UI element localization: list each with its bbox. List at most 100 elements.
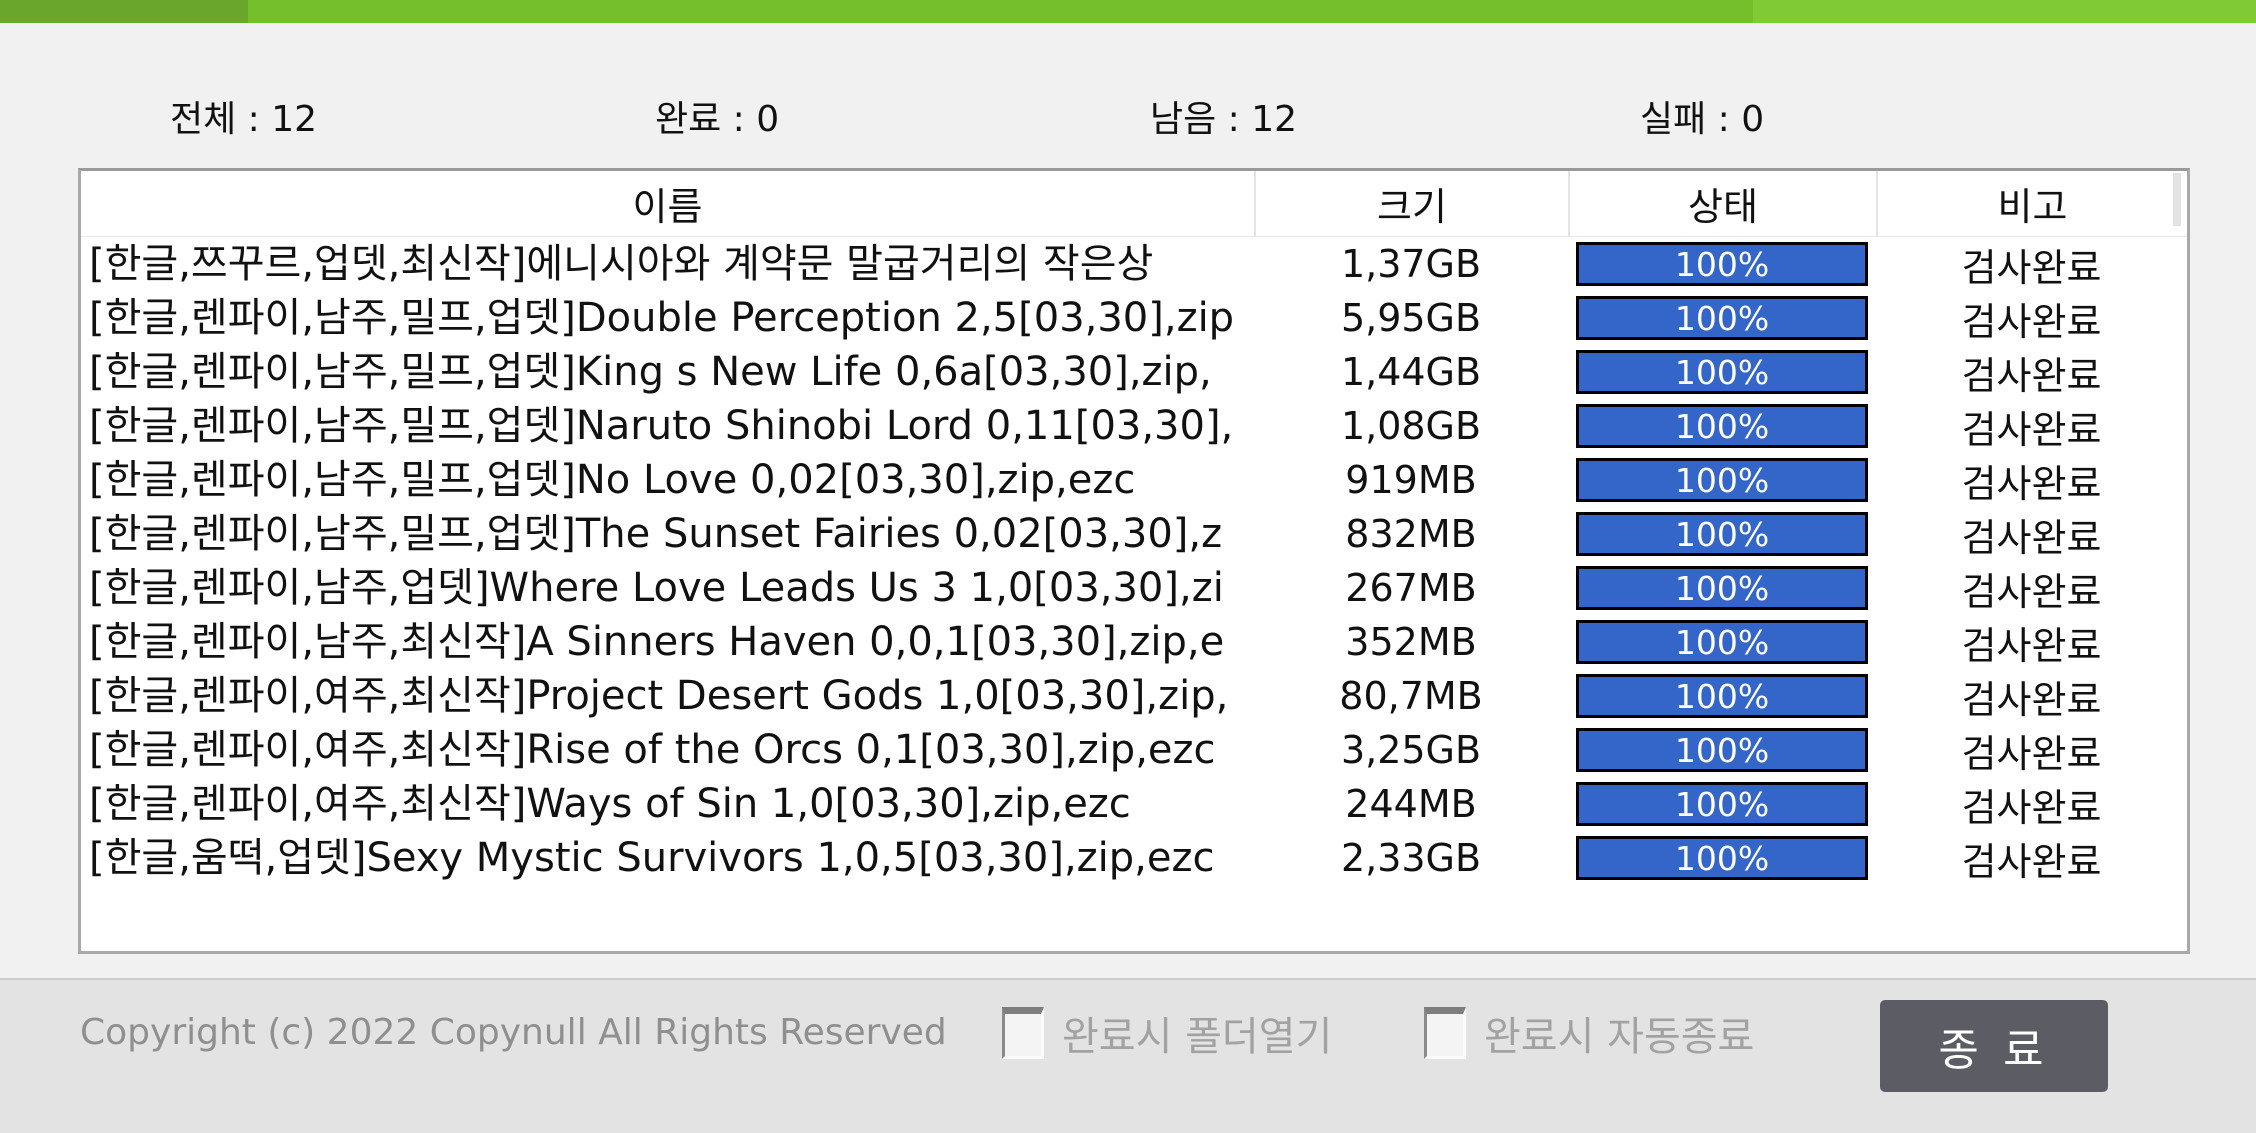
progress-bar: 100% <box>1576 620 1868 664</box>
file-remark: 검사완료 <box>1961 515 2102 560</box>
table-header: 이름 크기 상태 비고 <box>81 171 2187 237</box>
table-row[interactable]: [한글,렌파이,여주,최신작]Project Desert Gods 1,0[0… <box>81 669 2187 723</box>
progress-bar: 100% <box>1576 728 1868 772</box>
column-header-name: 이름 <box>632 185 703 229</box>
file-name: [한글,렌파이,남주,밀프,업뎃]The Sunset Fairies 0,02… <box>89 511 1223 557</box>
progress-label: 100% <box>1674 460 1770 500</box>
stat-failed: 실패 : 0 <box>1640 99 1765 140</box>
table-row[interactable]: [한글,움떡,업뎃]Sexy Mystic Survivors 1,0,5[03… <box>81 831 2187 885</box>
file-status-cell: 100% <box>1568 458 1876 502</box>
progress-bar: 100% <box>1576 512 1868 556</box>
progress-label: 100% <box>1674 622 1770 662</box>
progress-bar: 100% <box>1576 296 1868 340</box>
open-folder-label: 완료시 폴더열기 <box>1062 1014 1333 1060</box>
file-remark: 검사완료 <box>1961 299 2102 344</box>
column-header-size: 크기 <box>1254 171 1568 236</box>
table-row[interactable]: [한글,렌파이,남주,밀프,업뎃]King s New Life 0,6a[03… <box>81 345 2187 399</box>
file-status-cell: 100% <box>1568 620 1876 664</box>
copyright-text: Copyright (c) 2022 Copynull All Rights R… <box>80 1012 947 1053</box>
progress-label: 100% <box>1674 730 1770 770</box>
top-progress-segment-light <box>1753 0 2256 23</box>
file-name: [한글,렌파이,여주,최신작]Project Desert Gods 1,0[0… <box>89 673 1229 719</box>
progress-label: 100% <box>1674 514 1770 554</box>
file-name: [한글,렌파이,남주,업뎃]Where Love Leads Us 3 1,0[… <box>89 565 1224 611</box>
file-size: 80,7MB <box>1339 674 1483 718</box>
progress-bar: 100% <box>1576 674 1868 718</box>
progress-bar: 100% <box>1576 782 1868 826</box>
stat-remaining: 남음 : 12 <box>1150 99 1298 140</box>
table-row[interactable]: [한글,렌파이,남주,최신작]A Sinners Haven 0,0,1[03,… <box>81 615 2187 669</box>
file-name: [한글,렌파이,남주,최신작]A Sinners Haven 0,0,1[03,… <box>89 619 1225 665</box>
file-remark: 검사완료 <box>1961 569 2102 614</box>
file-name: [한글,렌파이,여주,최신작]Ways of Sin 1,0[03,30],zi… <box>89 781 1131 827</box>
file-size: 267MB <box>1345 566 1477 610</box>
file-size: 2,33GB <box>1340 836 1482 880</box>
open-folder-option: 완료시 폴더열기 <box>1002 1004 1332 1062</box>
file-status-cell: 100% <box>1568 728 1876 772</box>
open-folder-checkbox[interactable] <box>1002 1007 1044 1059</box>
file-status-cell: 100% <box>1568 242 1876 286</box>
progress-label: 100% <box>1674 838 1770 878</box>
exit-button[interactable]: 종 료 <box>1880 1000 2108 1092</box>
auto-exit-checkbox[interactable] <box>1424 1007 1466 1059</box>
auto-exit-option: 완료시 자동종료 <box>1424 1004 1754 1062</box>
file-size: 1,08GB <box>1340 404 1482 448</box>
file-status-cell: 100% <box>1568 296 1876 340</box>
stat-complete: 완료 : 0 <box>655 99 780 140</box>
file-remark: 검사완료 <box>1961 677 2102 722</box>
file-remark: 검사완료 <box>1961 353 2102 398</box>
table-row[interactable]: [한글,렌파이,남주,밀프,업뎃]Naruto Shinobi Lord 0,1… <box>81 399 2187 453</box>
file-size: 3,25GB <box>1340 728 1482 772</box>
progress-bar: 100% <box>1576 458 1868 502</box>
table-row[interactable]: [한글,렌파이,여주,최신작]Ways of Sin 1,0[03,30],zi… <box>81 777 2187 831</box>
progress-label: 100% <box>1674 352 1770 392</box>
file-status-cell: 100% <box>1568 350 1876 394</box>
file-size: 1,44GB <box>1340 350 1482 394</box>
file-status-cell: 100% <box>1568 836 1876 880</box>
file-status-cell: 100% <box>1568 404 1876 448</box>
file-name: [한글,렌파이,남주,밀프,업뎃]King s New Life 0,6a[03… <box>89 349 1212 395</box>
table-row[interactable]: [한글,렌파이,여주,최신작]Rise of the Orcs 0,1[03,3… <box>81 723 2187 777</box>
progress-label: 100% <box>1674 676 1770 716</box>
file-remark: 검사완료 <box>1961 461 2102 506</box>
file-name: [한글,움떡,업뎃]Sexy Mystic Survivors 1,0,5[03… <box>89 835 1215 881</box>
top-progress-segment-dark <box>0 0 248 23</box>
progress-label: 100% <box>1674 784 1770 824</box>
progress-label: 100% <box>1674 406 1770 446</box>
file-name: [한글,렌파이,남주,밀프,업뎃]No Love 0,02[03,30],zip… <box>89 457 1136 503</box>
file-remark: 검사완료 <box>1961 245 2102 290</box>
file-size: 5,95GB <box>1340 296 1482 340</box>
file-remark: 검사완료 <box>1961 839 2102 884</box>
progress-bar: 100% <box>1576 242 1868 286</box>
table-row[interactable]: [한글,렌파이,남주,밀프,업뎃]No Love 0,02[03,30],zip… <box>81 453 2187 507</box>
progress-bar: 100% <box>1576 350 1868 394</box>
file-remark: 검사완료 <box>1961 731 2102 776</box>
progress-label: 100% <box>1674 244 1770 284</box>
auto-exit-label: 완료시 자동종료 <box>1484 1014 1755 1060</box>
file-name: [한글,렌파이,남주,밀프,업뎃]Naruto Shinobi Lord 0,1… <box>89 403 1234 449</box>
file-status-cell: 100% <box>1568 674 1876 718</box>
table-row[interactable]: [한글,렌파이,남주,업뎃]Where Love Leads Us 3 1,0[… <box>81 561 2187 615</box>
file-remark: 검사완료 <box>1961 623 2102 668</box>
column-header-status: 상태 <box>1568 171 1876 236</box>
column-header-remark: 비고 <box>1876 171 2187 236</box>
file-size: 244MB <box>1345 782 1477 826</box>
progress-bar: 100% <box>1576 404 1868 448</box>
progress-label: 100% <box>1674 568 1770 608</box>
table-row[interactable]: [한글,렌파이,남주,밀프,업뎃]The Sunset Fairies 0,02… <box>81 507 2187 561</box>
top-progress-segment-mid <box>248 0 1753 23</box>
footer-panel: Copyright (c) 2022 Copynull All Rights R… <box>0 978 2256 1133</box>
file-list-table: 이름 크기 상태 비고 [한글,쯔꾸르,업뎃,최신작]에니시아와 계약문 말굽거… <box>78 168 2190 954</box>
table-row[interactable]: [한글,렌파이,남주,밀프,업뎃]Double Perception 2,5[0… <box>81 291 2187 345</box>
file-status-cell: 100% <box>1568 512 1876 556</box>
table-body: [한글,쯔꾸르,업뎃,최신작]에니시아와 계약문 말굽거리의 작은상 1,37G… <box>81 237 2187 885</box>
stat-total: 전체 : 12 <box>170 99 318 140</box>
file-remark: 검사완료 <box>1961 407 2102 452</box>
table-row[interactable]: [한글,쯔꾸르,업뎃,최신작]에니시아와 계약문 말굽거리의 작은상 1,37G… <box>81 237 2187 291</box>
scrollbar[interactable] <box>2173 173 2181 226</box>
stats-bar: 전체 : 12 완료 : 0 남음 : 12 실패 : 0 <box>0 90 2256 140</box>
progress-label: 100% <box>1674 298 1770 338</box>
file-name: [한글,쯔꾸르,업뎃,최신작]에니시아와 계약문 말굽거리의 작은상 <box>89 241 1154 287</box>
file-status-cell: 100% <box>1568 566 1876 610</box>
file-size: 352MB <box>1345 620 1477 664</box>
